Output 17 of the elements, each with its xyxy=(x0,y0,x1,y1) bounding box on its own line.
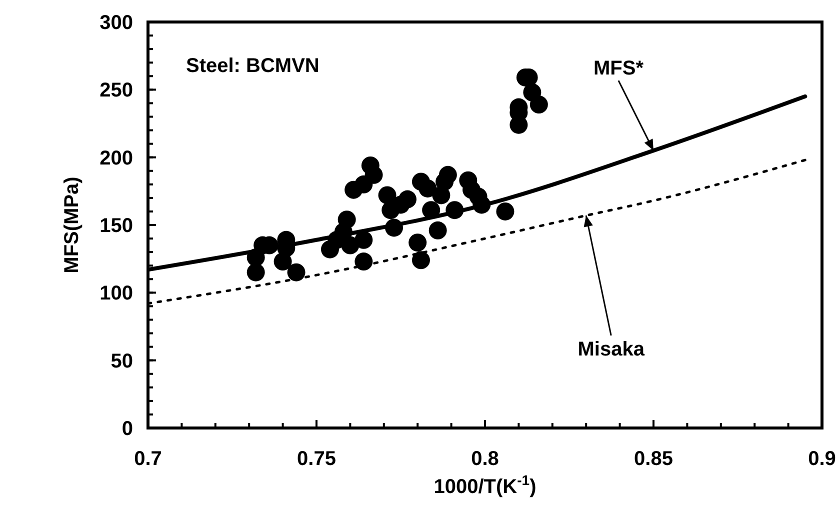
y-axis-title: MFS(MPa) xyxy=(61,176,83,274)
y-tick-label: 300 xyxy=(100,12,133,34)
y-tick-label: 250 xyxy=(100,80,133,102)
y-tick-label: 0 xyxy=(122,418,133,440)
y-tick-label: 50 xyxy=(110,350,133,372)
y-tick-label: 150 xyxy=(100,215,133,237)
annotation: Misaka xyxy=(578,338,646,361)
x-axis-title: 1000/T(K$^{-1}$) xyxy=(434,472,536,498)
y-tick-label: 100 xyxy=(100,282,133,305)
x-tick-label: 0.7 xyxy=(134,448,162,470)
x-tick-label: 0.75 xyxy=(297,448,336,470)
x-tick-label: 0.85 xyxy=(634,448,673,470)
y-tick-label: 200 xyxy=(100,147,133,170)
x-tick-label: 0.9 xyxy=(808,448,836,470)
annotation: MFS* xyxy=(594,58,644,80)
x-tick-label: 0.8 xyxy=(471,448,499,470)
annotation: Steel: BCMVN xyxy=(186,55,320,77)
